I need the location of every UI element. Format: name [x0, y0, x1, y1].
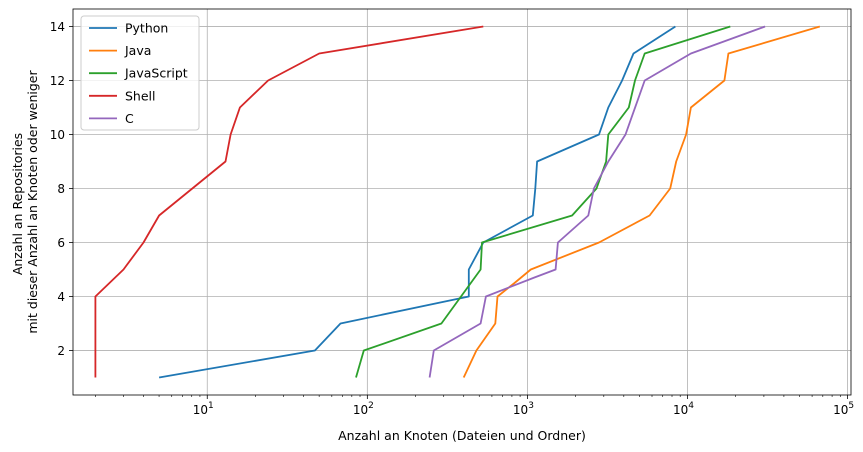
legend-box	[80, 15, 200, 131]
legend-label-shell: Shell	[125, 88, 156, 103]
series-line-javascript	[355, 25, 731, 378]
series-lines	[94, 25, 821, 379]
y-axis-label-line-1: Anzahl an Repositories	[10, 133, 25, 275]
plot-frame	[72, 8, 852, 396]
y-tick-label: 2	[57, 344, 65, 358]
y-tick-label: 4	[57, 290, 65, 304]
y-axis-ticks: 2 4 6 8 10 12 14	[50, 20, 73, 358]
legend-label-java: Java	[124, 43, 151, 58]
series-line-c	[428, 25, 766, 378]
y-tick-label: 14	[50, 20, 65, 34]
x-axis-label: Anzahl an Knoten (Dateien und Ordner)	[338, 428, 586, 443]
x-tick-label: 104	[673, 401, 694, 417]
x-tick-label: 102	[353, 401, 374, 417]
y-axis-label: Anzahl an Repositories mit dieser Anzahl…	[10, 70, 40, 334]
legend-label-c: C	[125, 111, 134, 126]
y-tick-label: 12	[50, 74, 65, 88]
grid	[73, 9, 851, 395]
x-axis-ticks: 101 102 103 104 105	[95, 395, 854, 417]
legend-label-python: Python	[125, 21, 168, 36]
series-line-python	[158, 25, 676, 379]
series-line-java	[462, 25, 821, 378]
x-tick-label: 101	[193, 401, 214, 417]
legend-label-javascript: JavaScript	[124, 66, 188, 81]
y-axis-label-line-2: mit dieser Anzahl an Knoten oder weniger	[25, 70, 40, 334]
x-tick-label: 103	[513, 401, 534, 417]
x-tick-label: 105	[833, 401, 854, 417]
y-tick-label: 8	[57, 182, 65, 196]
y-tick-label: 10	[50, 128, 65, 142]
series-line-shell	[94, 25, 484, 378]
y-tick-label: 6	[57, 236, 65, 250]
legend: Python Java JavaScript Shell C	[80, 15, 200, 131]
